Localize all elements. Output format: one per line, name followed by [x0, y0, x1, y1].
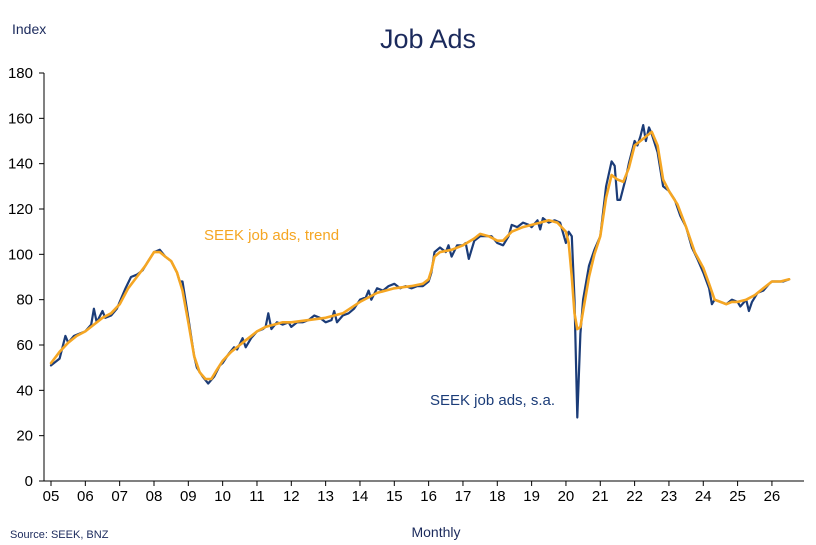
annotation-trend: SEEK job ads, trend [204, 227, 339, 244]
y-ticks: 0 20 40 60 80 100 120 140 160 180 [8, 65, 44, 490]
y-tick-label: 120 [8, 201, 33, 218]
y-tick-label: 80 [16, 292, 33, 309]
y-axis-label: Index [12, 21, 46, 37]
x-tick-label: 25 [729, 488, 746, 505]
chart-title: Job Ads [380, 24, 476, 54]
source-note: Source: SEEK, BNZ [10, 529, 109, 541]
y-tick-label: 140 [8, 156, 33, 173]
x-tick-label: 21 [592, 488, 609, 505]
y-tick-label: 100 [8, 246, 33, 263]
series-line-sa [49, 124, 791, 419]
annotation-sa: SEEK job ads, s.a. [430, 392, 555, 409]
y-tick-label: 180 [8, 65, 33, 82]
x-tick-label: 23 [661, 488, 678, 505]
x-tick-label: 12 [283, 488, 300, 505]
x-tick-label: 08 [146, 488, 163, 505]
x-tick-label: 07 [111, 488, 128, 505]
y-tick-label: 60 [16, 337, 33, 354]
x-tick-label: 10 [214, 488, 231, 505]
y-tick-label: 20 [16, 428, 33, 445]
y-tick-label: 40 [16, 382, 33, 399]
x-tick-label: 18 [489, 488, 506, 505]
x-tick-label: 13 [317, 488, 334, 505]
x-ticks: 05 06 07 08 09 10 11 12 13 14 15 16 17 18 19 20 21 22 23 24… [43, 481, 781, 505]
x-tick-label: 06 [77, 488, 94, 505]
axes [43, 73, 804, 482]
x-tick-label: 11 [249, 488, 265, 505]
x-tick-label: 24 [695, 488, 712, 505]
x-tick-label: 05 [43, 488, 60, 505]
x-tick-label: 15 [386, 488, 403, 505]
x-tick-label: 20 [558, 488, 575, 505]
series-line-trend [49, 130, 791, 381]
x-tick-label: 19 [523, 488, 540, 505]
x-tick-label: 09 [180, 488, 197, 505]
x-tick-label: 16 [420, 488, 437, 505]
x-axis-label: Monthly [411, 524, 460, 540]
x-tick-label: 14 [352, 488, 369, 505]
x-tick-label: 26 [764, 488, 781, 505]
series-lines [49, 124, 791, 419]
y-tick-label: 160 [8, 110, 33, 127]
x-tick-label: 22 [626, 488, 643, 505]
x-tick-label: 17 [455, 488, 472, 505]
y-tick-label: 0 [25, 473, 33, 490]
